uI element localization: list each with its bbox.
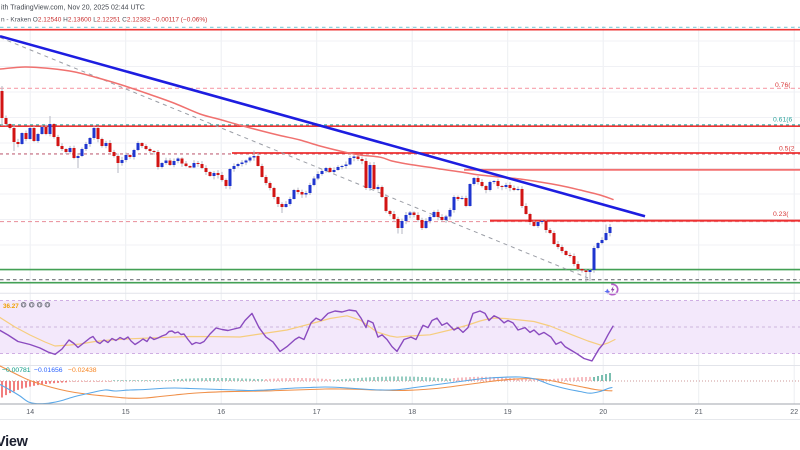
svg-text:21: 21 xyxy=(695,409,703,416)
svg-text:17: 17 xyxy=(313,409,321,416)
svg-text:0.23(: 0.23( xyxy=(773,211,789,218)
svg-text:0: 0 xyxy=(22,303,25,309)
svg-text:0.5(2: 0.5(2 xyxy=(779,146,795,153)
svg-text:ith TradingView.com, Nov 20, 2: ith TradingView.com, Nov 20, 2025 02:44 … xyxy=(1,5,145,12)
svg-text:n - Kraken O2.12540 H2.13600: n - Kraken O2.12540 H2.13600 L2.12251 C2… xyxy=(1,17,207,24)
svg-text:View: View xyxy=(0,434,29,450)
svg-text:−0.02438: −0.02438 xyxy=(68,367,97,374)
svg-text:0: 0 xyxy=(30,303,33,309)
svg-text:20: 20 xyxy=(599,409,607,416)
svg-text:−0.00781: −0.00781 xyxy=(2,367,31,374)
svg-text:22: 22 xyxy=(790,409,798,416)
svg-text:0.76(: 0.76( xyxy=(775,82,791,89)
svg-text:0: 0 xyxy=(38,303,41,309)
svg-text:36.27: 36.27 xyxy=(3,303,19,310)
svg-text:−0.01656: −0.01656 xyxy=(34,367,63,374)
svg-text:14: 14 xyxy=(26,409,34,416)
svg-text:15: 15 xyxy=(122,409,130,416)
svg-text:0.61(6: 0.61(6 xyxy=(773,117,792,124)
svg-text:0: 0 xyxy=(46,303,49,309)
svg-text:19: 19 xyxy=(504,409,512,416)
svg-text:16: 16 xyxy=(217,409,225,416)
svg-text:18: 18 xyxy=(408,409,416,416)
